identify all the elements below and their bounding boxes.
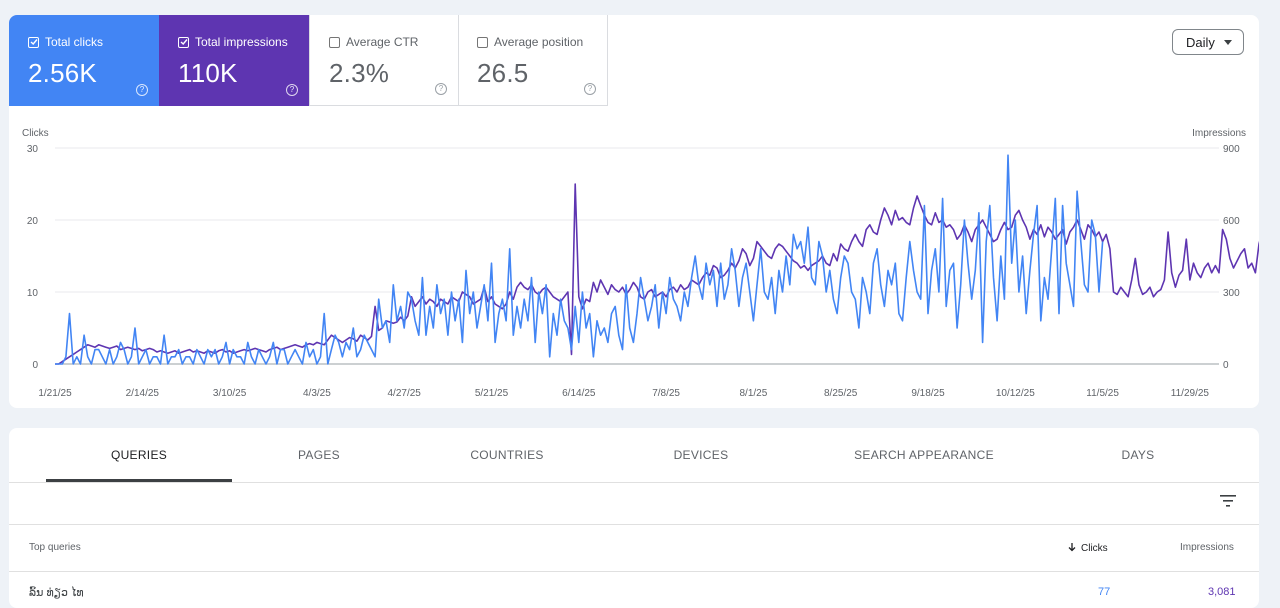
x-tick-label: 1/21/25 xyxy=(38,388,72,399)
help-icon[interactable]: ? xyxy=(435,83,447,95)
metric-label: Total impressions xyxy=(195,35,288,49)
checkbox-unchecked-icon[interactable] xyxy=(477,36,488,48)
right-tick-label: 300 xyxy=(1223,288,1240,299)
date-granularity-select[interactable]: Daily xyxy=(1172,29,1244,55)
tab-days[interactable]: DAYS xyxy=(1121,448,1155,462)
left-tick-label: 30 xyxy=(27,144,39,155)
help-icon[interactable]: ? xyxy=(286,84,298,96)
x-tick-label: 4/3/25 xyxy=(303,388,331,399)
row-impressions: 3,081 xyxy=(1208,586,1236,598)
tab-devices[interactable]: DEVICES xyxy=(673,448,729,462)
metric-total-impressions[interactable]: Total impressions 110K ? xyxy=(159,15,309,106)
column-header-impressions[interactable]: Impressions xyxy=(1180,542,1234,553)
metric-value: 2.3% xyxy=(329,58,390,88)
column-header-clicks[interactable]: Clicks xyxy=(1067,542,1108,554)
checkbox-checked-icon[interactable] xyxy=(28,36,39,48)
row-query: ລົ້ນ ທ່ຽວ ໄທ xyxy=(29,587,84,599)
metric-average-position[interactable]: Average position 26.5 ? xyxy=(458,15,608,106)
tab-pages[interactable]: PAGES xyxy=(298,448,340,462)
clicks-series-line xyxy=(55,154,1104,365)
performance-chart: Clicks Impressions 010203003006009001/21… xyxy=(22,128,1259,399)
left-axis-label: Clicks xyxy=(22,128,49,139)
x-tick-label: 3/10/25 xyxy=(213,388,247,399)
x-tick-label: 8/1/25 xyxy=(739,388,767,399)
tab-search-appearance[interactable]: SEARCH APPEARANCE xyxy=(854,448,994,462)
filter-icon[interactable] xyxy=(1217,492,1239,510)
right-tick-label: 600 xyxy=(1223,216,1240,227)
x-tick-label: 11/29/25 xyxy=(1171,388,1210,399)
right-axis-label: Impressions xyxy=(1192,128,1246,139)
dimension-tabs: QUERIES PAGES COUNTRIES DEVICES SEARCH A… xyxy=(9,428,1259,483)
tab-queries[interactable]: QUERIES xyxy=(110,448,168,462)
right-tick-label: 900 xyxy=(1223,144,1240,155)
table-row[interactable]: ລົ້ນ ທ່ຽວ ໄທ 77 3,081 xyxy=(9,572,1259,608)
metric-value: 110K xyxy=(178,58,238,88)
performance-card: Total clicks 2.56K ? Total impressions 1… xyxy=(9,15,1259,408)
arrow-down-icon xyxy=(1068,543,1076,552)
metric-value: 2.56K xyxy=(28,58,97,88)
help-icon[interactable]: ? xyxy=(136,84,148,96)
left-tick-label: 0 xyxy=(32,360,38,371)
active-tab-indicator xyxy=(46,479,232,482)
column-header-query[interactable]: Top queries xyxy=(29,542,81,553)
metric-label: Average CTR xyxy=(346,35,419,49)
x-tick-label: 4/27/25 xyxy=(388,388,422,399)
x-tick-label: 9/18/25 xyxy=(911,388,945,399)
column-header-clicks-label: Clicks xyxy=(1081,543,1108,554)
metric-total-clicks[interactable]: Total clicks 2.56K ? xyxy=(9,15,159,106)
report-table-card: QUERIES PAGES COUNTRIES DEVICES SEARCH A… xyxy=(9,428,1259,608)
table-header: Top queries Clicks Impressions xyxy=(9,524,1259,572)
metric-average-ctr[interactable]: Average CTR 2.3% ? xyxy=(309,15,459,106)
range-select-label: Daily xyxy=(1186,34,1215,50)
metric-label: Total clicks xyxy=(45,35,104,49)
metric-label: Average position xyxy=(494,35,584,49)
help-icon[interactable]: ? xyxy=(584,83,596,95)
x-tick-label: 6/14/25 xyxy=(562,388,596,399)
caret-down-icon xyxy=(1224,40,1232,45)
x-tick-label: 10/12/25 xyxy=(996,388,1035,399)
checkbox-unchecked-icon[interactable] xyxy=(329,36,340,48)
left-tick-label: 20 xyxy=(27,216,39,227)
x-tick-label: 7/8/25 xyxy=(652,388,680,399)
checkbox-checked-icon[interactable] xyxy=(178,36,189,48)
x-tick-label: 5/21/25 xyxy=(475,388,509,399)
left-tick-label: 10 xyxy=(27,288,39,299)
x-tick-label: 11/5/25 xyxy=(1086,388,1119,399)
row-clicks: 77 xyxy=(1098,586,1111,598)
right-tick-label: 0 xyxy=(1223,360,1229,371)
x-tick-label: 2/14/25 xyxy=(126,388,160,399)
tab-countries[interactable]: COUNTRIES xyxy=(470,448,544,462)
x-tick-label: 8/25/25 xyxy=(824,388,858,399)
metric-value: 26.5 xyxy=(477,58,529,88)
